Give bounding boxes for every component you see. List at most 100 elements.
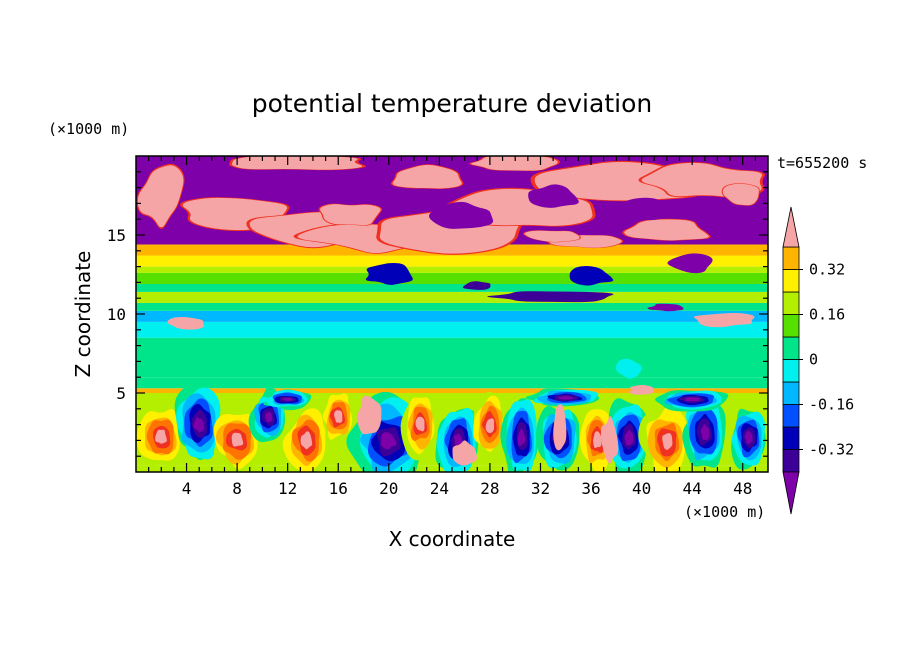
- colorbar-segment: [782, 426, 800, 450]
- x-tick-label: 8: [232, 479, 242, 498]
- contour-cell: [684, 397, 700, 402]
- contour-cell: [392, 164, 462, 189]
- contour-cell: [356, 395, 382, 435]
- contour-cell: [600, 416, 619, 464]
- colorbar-segment: [782, 269, 800, 293]
- y-axis-label: Z coordinate: [71, 251, 95, 378]
- contour-cell: [471, 156, 558, 171]
- y-tick-label: 10: [107, 305, 126, 324]
- contour-cell: [667, 253, 713, 274]
- contour-cell: [662, 433, 673, 450]
- colorbar-tick-label: -0.32: [809, 441, 854, 459]
- colorbar: 0.32 0.16 0 -0.16 -0.32: [782, 206, 854, 515]
- contour-cell: [137, 165, 184, 228]
- contour-cell: [429, 201, 494, 229]
- contour-cells: [136, 156, 766, 472]
- y-tick-label: 15: [107, 226, 126, 245]
- contour-cell: [167, 317, 205, 330]
- colorbar-segment: [782, 381, 800, 405]
- contour-cell: [186, 167, 233, 187]
- contour-cell: [365, 263, 413, 285]
- layer-band: [136, 388, 768, 393]
- contour-cell: [744, 431, 753, 445]
- colorbar-segment: [782, 336, 800, 360]
- plot-area: [136, 156, 768, 472]
- y-unit-label: (×1000 m): [48, 120, 129, 138]
- layer-band: [136, 255, 768, 267]
- y-axis-ticks: 5 10 15: [107, 171, 768, 457]
- colorbar-segment: [782, 246, 800, 270]
- layer-band: [136, 272, 768, 284]
- colorbar-segment: [782, 449, 800, 473]
- contour-cell: [320, 204, 381, 226]
- contour-cell: [722, 183, 759, 206]
- contour-cell: [231, 156, 363, 170]
- colorbar-tick-label: 0.16: [809, 306, 845, 324]
- x-tick-label: 16: [329, 479, 348, 498]
- colorbar-arrow-bottom: [782, 471, 800, 515]
- layer-band: [136, 321, 768, 338]
- contour-cell: [193, 417, 205, 433]
- contour-cell: [558, 395, 574, 400]
- contour-cell: [629, 384, 654, 395]
- layer-band: [136, 310, 768, 322]
- x-unit-label: (×1000 m): [684, 503, 765, 521]
- colorbar-tick-label: -0.16: [809, 396, 854, 414]
- contour-cell: [624, 219, 709, 241]
- contour-cell: [380, 432, 397, 450]
- layer-band: [136, 377, 768, 389]
- x-tick-label: 12: [278, 479, 297, 498]
- contour-cell: [300, 431, 313, 450]
- contour-cell: [569, 266, 614, 286]
- x-tick-label: 4: [182, 479, 192, 498]
- colorbar-tick-label: 0.32: [809, 261, 845, 279]
- contour-cell: [231, 432, 244, 447]
- x-tick-label: 36: [581, 479, 600, 498]
- contour-cell: [615, 197, 666, 221]
- layer-band: [136, 283, 768, 292]
- contour-cell: [528, 184, 579, 208]
- contour-cell: [487, 291, 614, 303]
- contour-cell: [517, 428, 526, 447]
- contour-cell: [282, 397, 293, 402]
- colorbar-segment: [782, 359, 800, 383]
- layer-band: [136, 291, 768, 303]
- x-tick-label: 40: [632, 479, 651, 498]
- contour-cell: [485, 418, 495, 433]
- x-axis-ticks: 4 8 12 16 20 24 28 32 36 40 44 48: [148, 156, 756, 498]
- contour-cell: [415, 416, 425, 432]
- contour-cell: [155, 429, 167, 444]
- x-tick-label: 32: [531, 479, 550, 498]
- contour-cell: [462, 281, 491, 290]
- contour-cell: [615, 358, 642, 379]
- colorbar-segment: [782, 291, 800, 315]
- layer-band: [136, 266, 768, 273]
- contour-cell: [386, 190, 419, 210]
- contour-cell: [334, 410, 343, 423]
- x-tick-label: 24: [430, 479, 449, 498]
- y-tick-label: 5: [116, 384, 126, 403]
- x-tick-label: 28: [480, 479, 499, 498]
- x-axis-label: X coordinate: [389, 527, 516, 551]
- colorbar-segment: [782, 404, 800, 428]
- contour-cell: [624, 429, 634, 446]
- colorbar-segment: [782, 314, 800, 338]
- contour-cell: [593, 431, 602, 449]
- chart-title: potential temperature deviation: [252, 89, 652, 118]
- contour-cell: [672, 199, 712, 219]
- contour-cell: [265, 411, 273, 423]
- x-tick-label: 44: [683, 479, 702, 498]
- colorbar-tick-label: 0: [809, 351, 818, 369]
- contour-cell: [524, 230, 580, 242]
- x-tick-label: 20: [379, 479, 398, 498]
- contour-cell: [553, 404, 567, 451]
- colorbar-arrow-top: [782, 206, 800, 248]
- contour-cell: [647, 303, 684, 312]
- x-tick-label: 48: [733, 479, 752, 498]
- contour-cell: [693, 312, 755, 328]
- time-label: t=655200 s: [777, 154, 867, 172]
- layer-band: [136, 302, 768, 311]
- contour-cell: [452, 440, 478, 466]
